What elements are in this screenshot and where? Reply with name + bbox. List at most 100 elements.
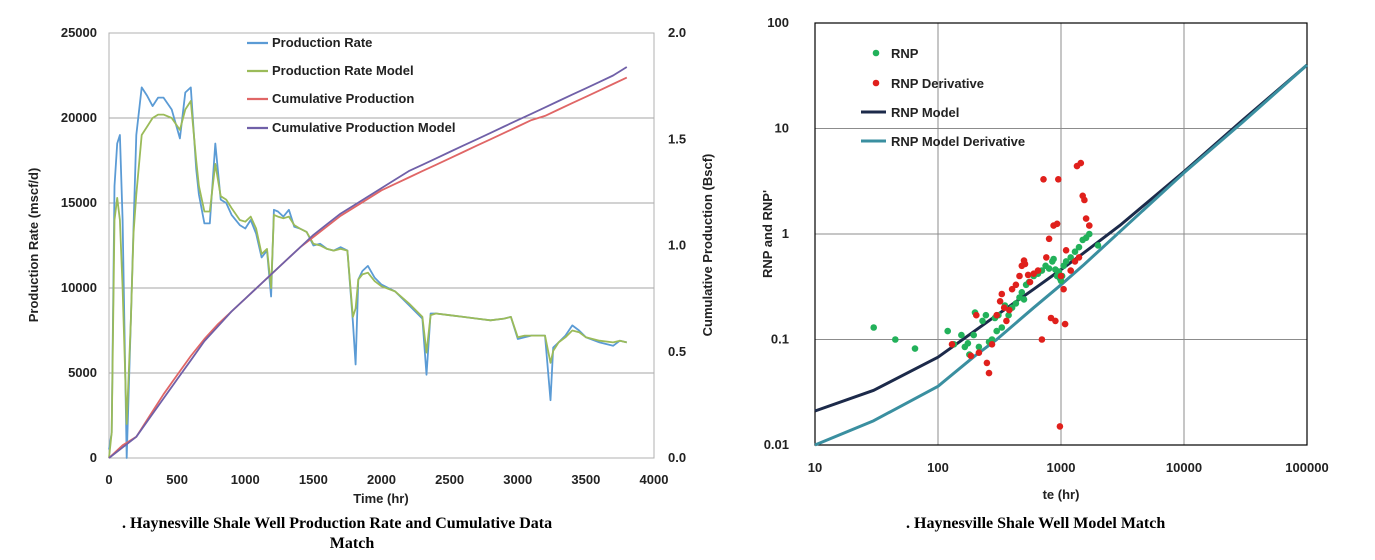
right-data-point: [1061, 320, 1069, 328]
right-data-point: [1071, 248, 1079, 255]
left-y-tick-label: 0: [90, 450, 97, 465]
production-rate-chart: 05000100001500020000250000.00.51.01.52.0…: [26, 25, 715, 552]
right-data-point: [985, 369, 993, 377]
left-legend-label: Production Rate Model: [272, 63, 414, 78]
right-x-tick-label: 1000: [1047, 460, 1076, 475]
right-data-point: [1006, 306, 1013, 314]
left-series-line-2: [108, 76, 628, 459]
right-x-tick-label: 10000: [1166, 460, 1202, 475]
right-data-point: [964, 340, 972, 347]
left-y2-tick-label: 1.0: [668, 238, 686, 253]
left-series-line-3: [108, 66, 628, 459]
left-y-tick-label: 25000: [61, 25, 97, 40]
right-data-point: [979, 317, 986, 325]
right-data-point: [911, 345, 919, 352]
right-data-point: [1057, 272, 1065, 280]
right-data-point: [1053, 220, 1061, 228]
left-series-group: [108, 66, 628, 459]
right-data-point: [1077, 159, 1085, 167]
right-data-point: [1062, 258, 1070, 265]
left-x-tick-label: 1000: [231, 472, 260, 487]
right-data-point: [1024, 271, 1032, 279]
right-x-axis-label: te (hr): [1043, 487, 1080, 502]
right-data-point: [1020, 296, 1028, 303]
right-data-point: [1005, 311, 1012, 319]
left-legend-label: Cumulative Production: [272, 91, 414, 106]
left-y-tick-label: 15000: [61, 195, 97, 210]
right-y-tick-label: 10: [775, 121, 789, 136]
right-data-point: [988, 341, 996, 348]
right-data-point: [998, 290, 1006, 298]
right-y-axis-label: RNP and RNP': [760, 190, 775, 278]
right-data-point: [973, 311, 980, 319]
left-series-line-1: [108, 100, 628, 459]
left-tick-labels: 05000100001500020000250000.00.51.01.52.0…: [61, 25, 686, 487]
right-data-point: [993, 311, 1000, 319]
right-data-point: [1003, 317, 1010, 325]
right-series-group: [814, 63, 1308, 447]
right-caption: . Haynesville Shale Well Model Match: [906, 515, 1165, 532]
left-x-tick-label: 3000: [503, 472, 532, 487]
right-data-point: [944, 327, 951, 335]
right-data-point: [982, 311, 990, 319]
left-caption-line1: . Haynesville Shale Well Production Rate…: [122, 515, 552, 532]
right-data-point: [958, 331, 965, 339]
right-data-point: [1086, 222, 1093, 229]
left-y-tick-label: 5000: [68, 365, 97, 380]
right-data-point: [1062, 247, 1070, 254]
right-series-line-3: [814, 63, 1308, 447]
right-legend-label: RNP Model Derivative: [891, 134, 1025, 149]
left-legend-label: Cumulative Production Model: [272, 120, 455, 135]
left-caption-line2: Match: [330, 535, 375, 552]
left-y2-axis-label: Cumulative Production (Bscf): [700, 154, 715, 337]
left-x-tick-label: 1500: [299, 472, 328, 487]
right-data-point: [1021, 260, 1029, 268]
right-data-point: [970, 331, 977, 339]
right-data-point: [870, 324, 877, 331]
right-legend-marker: [872, 49, 880, 57]
right-plot-frame: [814, 22, 1308, 446]
right-legend: RNP RNP Derivative RNP Model RNP Model Deri…: [861, 46, 1025, 149]
right-data-point: [975, 349, 983, 357]
left-legend: Production Rate Production Rate Model Cumu…: [247, 35, 455, 135]
right-data-point: [993, 327, 1000, 335]
left-x-tick-label: 4000: [640, 472, 669, 487]
right-data-point: [1012, 300, 1020, 307]
right-data-point: [998, 324, 1006, 331]
right-data-point: [1038, 336, 1046, 343]
left-x-tick-label: 2000: [367, 472, 396, 487]
right-data-point: [1000, 304, 1008, 312]
right-data-point: [1055, 176, 1062, 183]
left-x-tick-label: 500: [166, 472, 188, 487]
right-data-point: [1052, 317, 1059, 325]
right-tick-labels: 10 100 1000 10000 100000 0.01 0.1 1 10 100: [764, 15, 1329, 475]
right-data-point: [1081, 196, 1088, 204]
left-y2-tick-label: 1.5: [668, 131, 686, 146]
right-data-point: [975, 343, 983, 351]
right-x-tick-label: 10: [808, 460, 822, 475]
left-x-tick-label: 3500: [571, 472, 600, 487]
right-data-point: [1075, 243, 1083, 251]
right-y-tick-label: 0.01: [764, 437, 789, 452]
right-data-point: [1082, 215, 1090, 222]
rnp-model-chart: 10 100 1000 10000 100000 0.01 0.1 1 10 100 te (hr…: [760, 15, 1329, 532]
right-data-point: [1045, 265, 1053, 272]
right-x-tick-label: 100: [927, 460, 949, 475]
right-data-point: [892, 336, 899, 343]
right-data-point: [1026, 278, 1034, 286]
right-data-point: [1045, 235, 1053, 243]
right-data-point: [1008, 285, 1016, 293]
right-x-tick-label: 100000: [1285, 460, 1328, 475]
right-data-point: [996, 298, 1004, 305]
left-y2-tick-label: 0.0: [668, 450, 686, 465]
right-data-point: [1018, 289, 1026, 296]
left-y2-tick-label: 0.5: [668, 344, 686, 359]
left-plot-frame: [108, 32, 655, 459]
right-legend-label: RNP Derivative: [891, 76, 984, 91]
right-data-point: [1071, 258, 1079, 265]
right-data-point: [1043, 254, 1050, 261]
right-data-point: [1012, 281, 1020, 289]
right-legend-label: RNP: [891, 46, 919, 61]
right-data-point: [1034, 267, 1042, 274]
